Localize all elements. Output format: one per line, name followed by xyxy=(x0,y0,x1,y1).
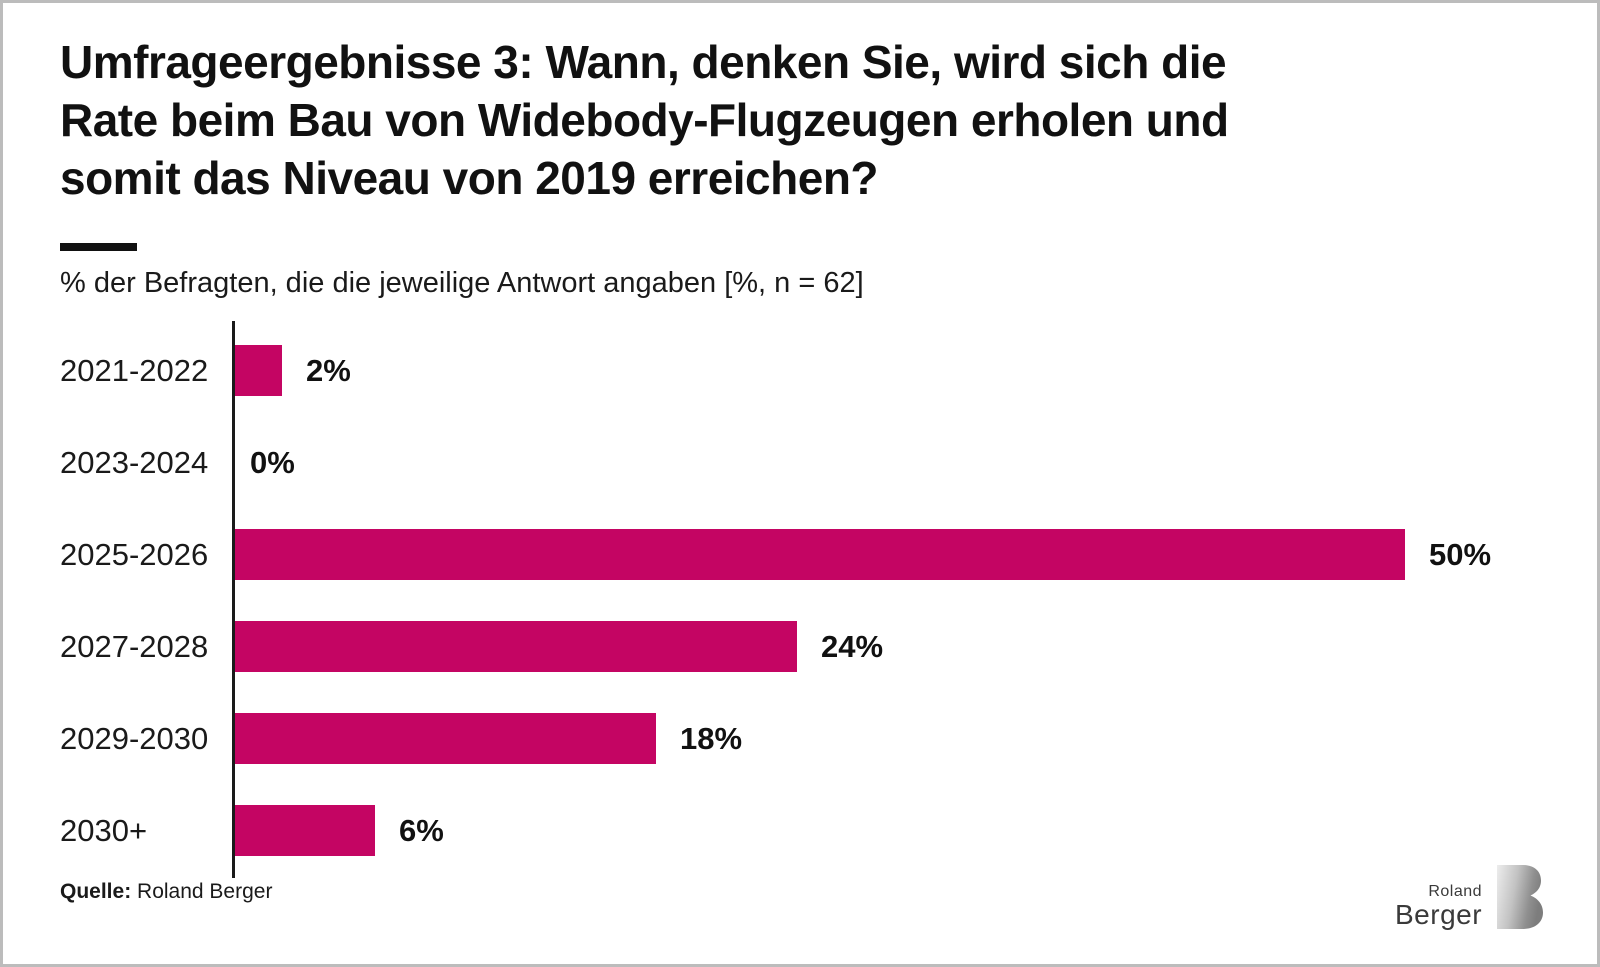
value-label: 2% xyxy=(306,353,351,388)
bar xyxy=(235,621,797,672)
logo-roland-text: Roland xyxy=(1428,883,1483,900)
chart-row: 2027-2028 24% xyxy=(3,621,1597,672)
value-label: 0% xyxy=(250,445,295,480)
value-label: 18% xyxy=(680,721,743,756)
category-label: 2029-2030 xyxy=(60,721,209,756)
bar xyxy=(235,345,282,396)
chart-row: 2029-2030 18% xyxy=(3,713,1597,764)
category-label: 2021-2022 xyxy=(60,353,209,388)
chart-subtitle: % der Befragten, die die jeweilige Antwo… xyxy=(60,267,864,299)
source-label: Quelle: xyxy=(60,880,132,903)
value-label: 6% xyxy=(399,813,444,848)
bar xyxy=(235,713,656,764)
category-label: 2027-2028 xyxy=(60,629,209,664)
bar-chart: 2021-2022 2% 2023-2024 0% 2025-2026 50% 2027-2… xyxy=(3,3,1597,964)
chart-row: 2021-2022 2% xyxy=(3,345,1597,396)
source-value: Roland Berger xyxy=(137,880,273,903)
chart-row: 2030+ 6% xyxy=(3,805,1597,856)
category-label: 2025-2026 xyxy=(60,537,209,572)
page-title-line-2: Rate beim Bau von Widebody-Flugzeugen er… xyxy=(60,94,1229,146)
bar xyxy=(235,805,375,856)
chart-row: 2025-2026 50% xyxy=(3,529,1597,580)
chart-row: 2023-2024 0% xyxy=(3,437,1597,488)
y-axis-line xyxy=(232,321,235,878)
title-underline-rule xyxy=(60,243,137,251)
category-label: 2023-2024 xyxy=(60,445,209,480)
value-label: 24% xyxy=(821,629,884,664)
category-label: 2030+ xyxy=(60,813,148,848)
page-title-line-1: Umfrageergebnisse 3: Wann, denken Sie, w… xyxy=(60,36,1227,88)
page-title: Umfrageergebnisse 3: Wann, denken Sie, w… xyxy=(60,33,1229,207)
roland-berger-b-icon xyxy=(1497,865,1544,929)
logo-wordmark: Roland Berger xyxy=(1395,883,1482,929)
roland-berger-logo: Roland Berger xyxy=(1395,865,1544,929)
logo-berger-text: Berger xyxy=(1395,899,1483,930)
source-note: Quelle: Roland Berger xyxy=(60,879,272,905)
value-label: 50% xyxy=(1429,537,1492,572)
bar xyxy=(235,529,1405,580)
page-title-line-3: somit das Niveau von 2019 erreichen? xyxy=(60,152,879,204)
